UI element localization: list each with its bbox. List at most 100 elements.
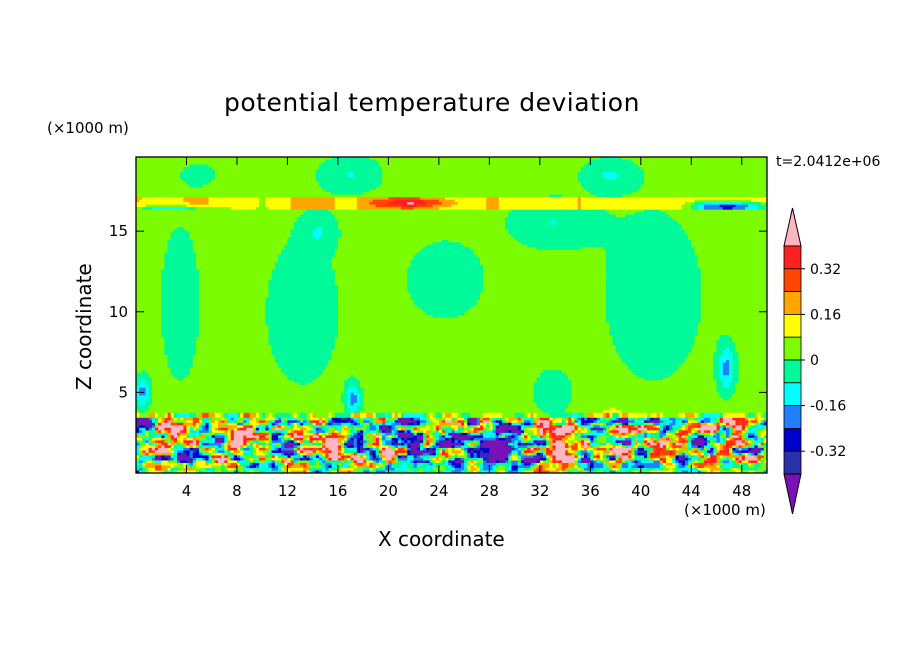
contour-cell <box>375 467 383 472</box>
contour-cell <box>192 422 197 426</box>
contour-cell <box>577 427 582 431</box>
contour-cell <box>136 392 140 396</box>
contour-cell <box>164 252 197 256</box>
contour-cell <box>195 450 200 454</box>
contour-cell <box>331 157 371 161</box>
contour-cell <box>300 445 323 449</box>
contour-cell <box>208 182 320 186</box>
contour-cell <box>287 425 292 429</box>
contour-cell <box>596 435 601 439</box>
contour-cell <box>312 427 317 431</box>
contour-cell <box>669 417 677 421</box>
contour-cell <box>678 435 683 439</box>
contour-cell <box>337 294 412 299</box>
contour-cell <box>372 445 377 449</box>
contour-cell <box>290 432 295 436</box>
contour-cell <box>413 422 418 426</box>
contour-cell <box>634 457 648 462</box>
contour-cell <box>388 202 408 206</box>
contour-cell <box>161 317 200 321</box>
contour-cell <box>678 440 683 444</box>
contour-cell <box>602 174 620 178</box>
contour-cell <box>265 315 339 319</box>
contour-cell <box>192 244 285 248</box>
contour-cell <box>318 420 323 424</box>
contour-cell <box>533 455 541 459</box>
contour-cell <box>524 412 528 416</box>
contour-cell <box>688 450 692 454</box>
contour-cell <box>697 432 702 436</box>
contour-cell <box>647 455 651 459</box>
contour-cell <box>309 460 317 464</box>
contour-cell <box>542 425 550 429</box>
contour-cell <box>369 157 601 161</box>
contour-cell <box>691 345 718 349</box>
contour-cell <box>419 417 427 421</box>
contour-cell <box>136 345 165 349</box>
contour-cell <box>360 410 544 414</box>
contour-cell <box>173 442 178 447</box>
contour-cell <box>435 455 446 459</box>
contour-cell <box>530 462 535 467</box>
contour-cell <box>448 430 453 434</box>
contour-cell <box>716 455 721 459</box>
contour-cell <box>738 420 743 424</box>
contour-cell <box>678 457 683 462</box>
contour-cell <box>255 425 266 429</box>
contour-cell <box>533 417 538 421</box>
contour-cell <box>606 274 702 278</box>
contour-cell <box>337 325 610 329</box>
contour-cell <box>265 304 339 309</box>
contour-cell <box>524 457 531 462</box>
contour-cell <box>189 370 282 374</box>
contour-cell <box>530 422 535 426</box>
contour-cell <box>315 470 320 473</box>
contour-cell <box>650 420 661 424</box>
contour-cell <box>473 304 607 309</box>
contour-cell <box>662 377 714 381</box>
contour-cell <box>675 450 683 454</box>
contour-cell <box>136 299 162 304</box>
contour-cell <box>684 417 689 421</box>
contour-cell <box>549 447 554 452</box>
contour-cell <box>167 432 172 436</box>
contour-cell <box>681 420 686 424</box>
contour-cell <box>271 452 282 457</box>
contour-cell <box>634 440 639 444</box>
contour-cell <box>303 432 314 436</box>
contour-cell <box>208 427 213 431</box>
contour-cell <box>315 440 320 444</box>
contour-cell <box>691 207 699 211</box>
contour-cell <box>224 460 229 464</box>
contour-cell <box>719 440 724 444</box>
contour-cell <box>508 422 513 426</box>
contour-cell <box>303 437 307 441</box>
contour-cell <box>161 279 200 283</box>
contour-cell <box>249 470 254 473</box>
contour-cell <box>164 435 169 439</box>
contour-cell <box>259 422 270 426</box>
contour-cell <box>265 204 292 208</box>
contour-cell <box>602 410 623 414</box>
contour-cell <box>337 292 412 296</box>
contour-cell <box>287 445 295 449</box>
contour-cell <box>211 430 225 434</box>
contour-cell <box>423 415 427 419</box>
contour-cell <box>161 470 165 473</box>
contour-cell <box>337 427 342 431</box>
contour-cell <box>139 392 147 396</box>
contour-cell <box>656 450 661 454</box>
contour-cell <box>341 442 345 447</box>
contour-cell <box>584 417 588 421</box>
contour-cell <box>647 450 651 454</box>
contour-cell <box>240 412 244 416</box>
contour-cell <box>621 452 629 457</box>
contour-cell <box>688 452 692 457</box>
contour-cell <box>413 420 418 424</box>
contour-cell <box>151 417 159 421</box>
contour-cell <box>407 267 484 271</box>
contour-cell <box>542 422 550 426</box>
contour-cell <box>609 470 617 473</box>
contour-cell <box>763 447 767 452</box>
contour-cell <box>325 435 339 439</box>
